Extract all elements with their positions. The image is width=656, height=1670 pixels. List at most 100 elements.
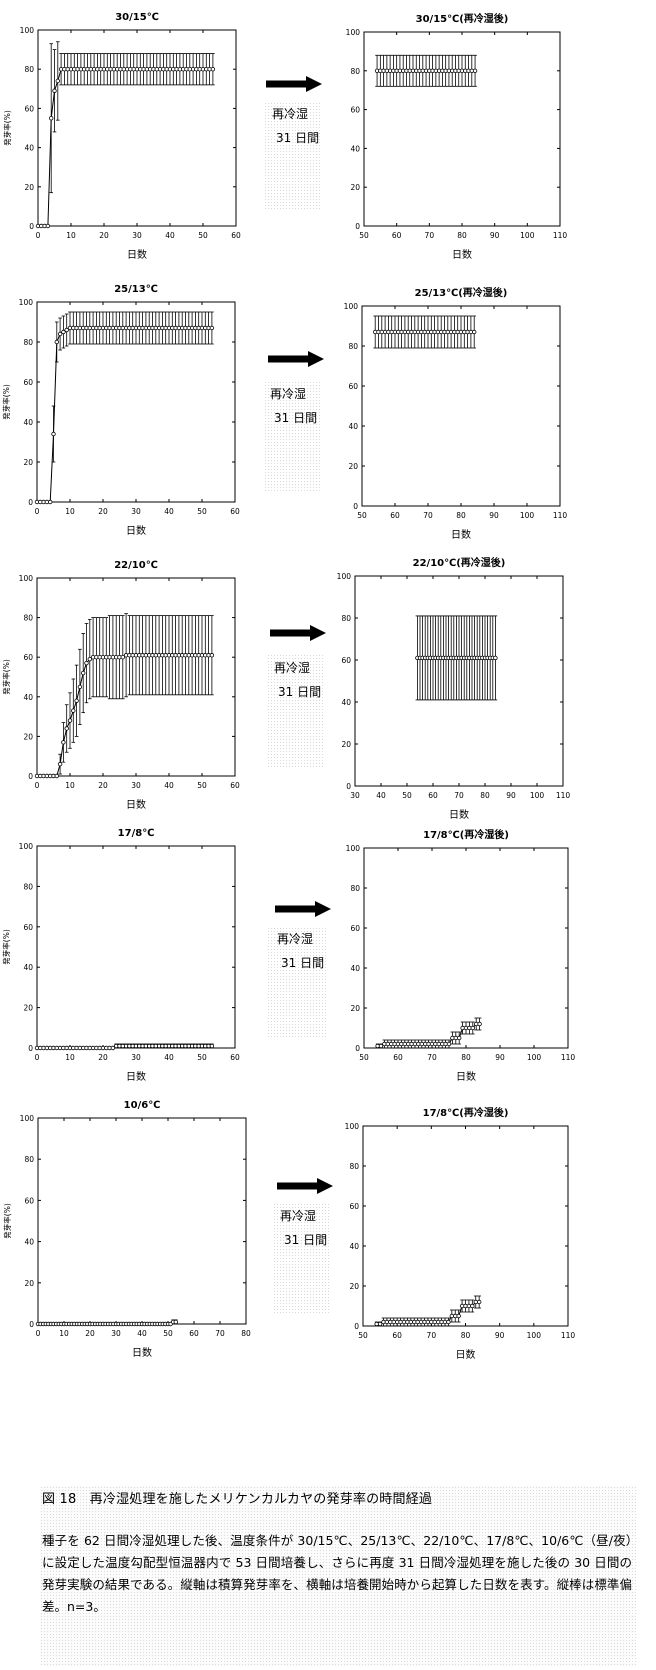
x-tick-label: 40 [137,1329,147,1338]
y-axis-label: 発芽率(%) [1,929,11,965]
x-tick-label: 100 [527,1053,542,1062]
x-tick-label: 100 [520,231,535,240]
data-point [120,655,125,660]
data-point [456,1313,461,1319]
x-tick-label: 20 [98,507,108,516]
x-tick-label: 80 [241,1329,251,1338]
x-tick-label: 60 [390,511,400,520]
x-tick-label: 50 [357,511,367,520]
y-tick-label: 80 [23,338,33,347]
y-tick-label: 40 [23,418,33,427]
y-tick-label: 60 [23,378,33,387]
dotted-band [264,380,322,492]
chart-panel-10: 17/8℃(再冷湿後) 0 20 40 60 80 100 50 60 70 80 90 100 110 日… [345,1106,576,1361]
x-axis-label: 日数 [127,248,147,261]
x-tick-label: 30 [131,507,141,516]
caption-body: 種子を 62 日間冷湿処理した後、温度条件が 30/15℃、25/13℃、22/… [42,1533,632,1614]
x-tick-label: 40 [165,231,175,240]
data-point [64,726,69,731]
data-point [378,1043,384,1049]
y-tick-label: 60 [24,1196,34,1205]
x-tick-label: 110 [553,231,568,240]
x-tick-label: 40 [164,1053,174,1062]
x-tick-label: 40 [164,507,174,516]
data-point [493,655,498,661]
x-tick-label: 50 [197,1053,207,1062]
chart-title: 22/10℃ [114,560,158,571]
arrow-shaft [268,355,308,363]
data-point [57,761,63,767]
x-tick-label: 50 [197,781,207,790]
x-tick-label: 70 [425,231,435,240]
data-point [54,773,59,779]
x-tick-label: 100 [520,511,535,520]
arrow-head [315,901,331,917]
y-tick-label: 80 [24,65,34,74]
data-point [61,329,66,335]
y-tick-label: 40 [350,964,360,973]
x-axis-label: 日数 [456,1070,476,1083]
x-tick-label: 10 [65,1053,75,1062]
y-tick-label: 0 [353,502,358,511]
y-tick-label: 20 [341,740,351,749]
y-tick-label: 80 [350,884,360,893]
x-tick-label: 30 [131,781,141,790]
x-tick-label: 70 [215,1329,225,1338]
data-point [52,88,57,93]
y-tick-label: 0 [29,1320,34,1329]
y-tick-label: 80 [349,1162,359,1171]
data-point [51,431,56,437]
arrow-head [306,76,322,92]
x-axis-label: 日数 [126,1070,146,1083]
y-tick-label: 60 [350,106,360,115]
y-tick-label: 20 [24,1279,34,1288]
x-axis-label: 日数 [452,248,472,261]
arrow-shaft [270,629,310,637]
transition-label-1: 再冷湿 [272,106,308,121]
y-axis-label: 発芽率(%) [2,110,12,146]
data-point [476,1299,482,1305]
transition-label-2: 31 日間 [278,685,321,699]
y-tick-label: 80 [341,614,351,623]
x-tick-label: 60 [230,781,240,790]
caption-title: 図 18 再冷湿処理を施したメリケンカルカヤの発芽率の時間経過 [42,1492,433,1507]
chart-panel-5: 22/10℃ 0 20 40 60 80 100 0 10 20 30 40 50 60 日数 発芽率(%) [1,560,240,811]
transition-3: 再冷湿 31 日間 [266,625,326,767]
data-point [80,670,86,676]
arrow-shaft [275,905,315,913]
y-tick-label: 100 [337,572,352,581]
x-tick-label: 110 [561,1053,576,1062]
y-tick-label: 40 [350,144,360,153]
x-tick-label: 30 [131,1053,141,1062]
data-point [472,68,478,73]
transition-label-1: 再冷湿 [280,1208,316,1223]
x-axis-label: 日数 [456,1348,476,1361]
dotted-band [266,655,324,767]
y-tick-label: 100 [19,574,34,583]
y-tick-label: 0 [354,1322,359,1331]
x-tick-label: 90 [490,231,500,240]
x-tick-label: 90 [506,791,516,800]
x-tick-label: 50 [402,791,412,800]
y-tick-label: 60 [348,382,358,391]
y-tick-label: 40 [24,1238,34,1247]
chart-title: 30/15℃ [115,12,159,23]
transition-4: 再冷湿 31 日間 [268,901,331,1038]
x-tick-label: 0 [36,1329,41,1338]
y-tick-label: 0 [355,222,360,231]
x-tick-label: 20 [98,781,108,790]
data-point [457,1035,462,1041]
chart-panel-4: 25/13℃(再冷湿後) 0 20 40 60 80 100 50 60 70 80 90 100 110… [344,286,568,541]
series-line [37,327,212,503]
x-axis-label: 日数 [449,808,469,821]
transition-1: 再冷湿 31 日間 [264,76,322,210]
y-tick-label: 60 [341,656,351,665]
x-tick-label: 110 [553,511,568,520]
data-point [67,718,73,723]
chart-title: 25/13℃(再冷湿後) [415,286,508,299]
y-axis-label: 発芽率(%) [2,1203,12,1239]
x-tick-label: 60 [231,231,241,240]
transition-label-1: 再冷湿 [277,931,313,946]
data-point [470,1303,475,1309]
y-tick-label: 0 [28,772,33,781]
